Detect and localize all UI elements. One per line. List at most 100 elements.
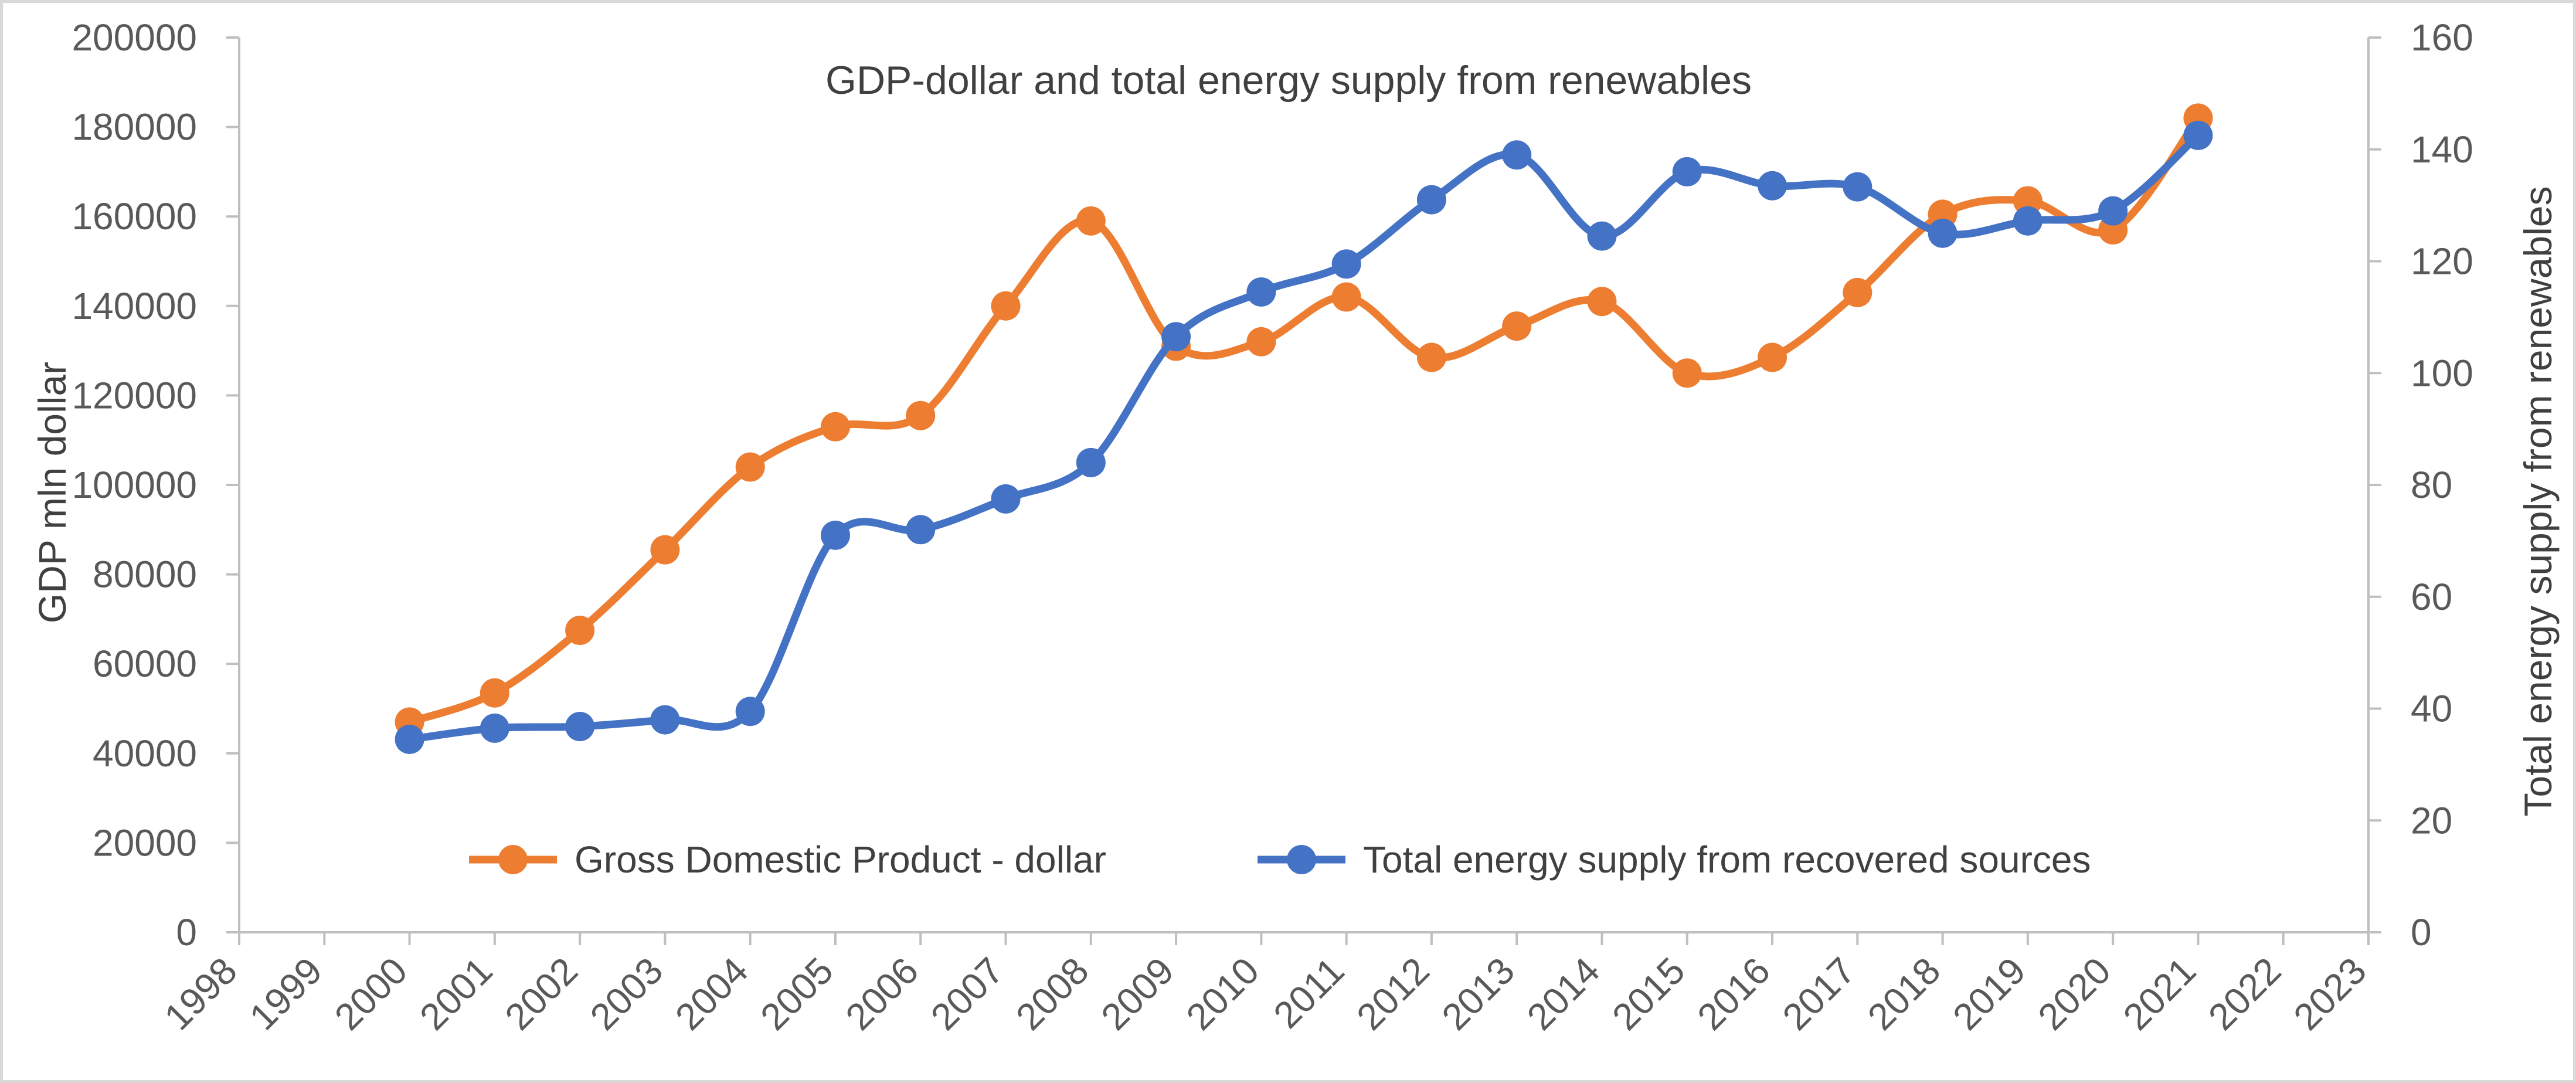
y-right-tick-label: 100: [2411, 352, 2473, 394]
legend-item-energy: Total energy supply from recovered sourc…: [1258, 838, 2091, 881]
x-tick-label: 2021: [2115, 949, 2204, 1038]
data-point-energy: [650, 705, 680, 735]
data-point-gdp: [1672, 358, 1702, 388]
data-point-energy: [906, 515, 936, 545]
series-line-energy: [406, 131, 2202, 743]
data-point-energy: [991, 484, 1021, 514]
data-point-gdp: [1076, 206, 1106, 236]
x-tick-label: 2006: [838, 949, 927, 1038]
data-point-energy: [1928, 218, 1958, 248]
y-right-tick-label: 160: [2411, 16, 2473, 59]
y-left-tick-label: 200000: [72, 16, 197, 59]
data-point-gdp: [1758, 342, 1787, 372]
data-point-gdp: [1416, 342, 1446, 372]
x-tick-label: 2022: [2200, 949, 2289, 1038]
series-layer: [395, 103, 2213, 754]
y-right-tick-label: 20: [2411, 799, 2452, 841]
x-tick-label: 2017: [1775, 949, 1864, 1038]
data-point-gdp: [650, 535, 680, 565]
data-point-energy: [820, 520, 850, 550]
legend-label-gdp: Gross Domestic Product - dollar: [575, 838, 1106, 881]
x-tick-label: 2000: [327, 949, 416, 1038]
x-tick-label: 2003: [582, 949, 671, 1038]
series-line-gdp: [406, 114, 2202, 726]
legend-marker-gdp: [498, 845, 528, 874]
data-point-gdp: [1246, 327, 1276, 357]
data-point-gdp: [565, 615, 595, 645]
legend: Gross Domestic Product - dollar Total en…: [469, 838, 2091, 881]
y-left-tick-label: 100000: [72, 464, 197, 506]
legend-label-energy: Total energy supply from recovered sourc…: [1363, 838, 2091, 881]
series-gdp: [395, 103, 2213, 737]
data-point-energy: [1502, 140, 1532, 170]
data-point-gdp: [1843, 277, 1872, 307]
x-tick-label: 2014: [1519, 949, 1608, 1038]
y-axis-right-title: Total energy supply from renewables: [2516, 186, 2560, 817]
x-tick-label: 2010: [1178, 949, 1267, 1038]
data-point-energy: [480, 713, 509, 743]
legend-item-gdp: Gross Domestic Product - dollar: [469, 838, 1106, 881]
data-point-energy: [1331, 249, 1361, 279]
data-point-energy: [1161, 322, 1191, 352]
data-point-energy: [1246, 277, 1276, 307]
legend-marker-energy: [1287, 845, 1316, 874]
data-point-energy: [2013, 206, 2043, 236]
x-tick-label: 2018: [1860, 949, 1949, 1038]
y-left-tick-label: 140000: [72, 285, 197, 327]
y-left-tick-label: 180000: [72, 106, 197, 148]
data-point-gdp: [906, 400, 936, 430]
x-tick-label: 2019: [1945, 949, 2034, 1038]
data-point-gdp: [1502, 311, 1532, 341]
data-point-energy: [1758, 171, 1787, 201]
data-point-energy: [2183, 120, 2213, 150]
y-left-tick-label: 120000: [72, 374, 197, 416]
data-point-gdp: [1587, 287, 1617, 317]
x-tick-label: 2004: [667, 949, 756, 1038]
data-point-energy: [1843, 172, 1872, 202]
data-point-gdp: [480, 678, 509, 708]
y-right-tick-label: 140: [2411, 128, 2473, 171]
data-point-gdp: [820, 412, 850, 442]
y-left-tick-label: 80000: [93, 554, 197, 596]
y-axis-left-title: GDP mln dollar: [30, 362, 74, 623]
data-point-energy: [2098, 196, 2128, 226]
x-tick-label: 2011: [1265, 949, 1352, 1036]
x-tick-label: 2008: [1008, 949, 1097, 1038]
x-tick-label: 2023: [2285, 949, 2374, 1038]
data-point-energy: [735, 697, 765, 726]
y-left-tick-label: 40000: [93, 732, 197, 775]
y-left-tick-label: 160000: [72, 195, 197, 237]
x-tick-label: 1998: [156, 949, 245, 1038]
y-right-tick-label: 120: [2411, 240, 2473, 283]
data-point-energy: [565, 712, 595, 742]
data-point-gdp: [991, 291, 1021, 321]
data-point-energy: [1672, 157, 1702, 186]
series-energy: [395, 120, 2213, 754]
x-tick-label: 2007: [923, 949, 1012, 1038]
y-right-tick-label: 60: [2411, 576, 2452, 618]
y-left-tick-label: 20000: [93, 821, 197, 864]
data-point-gdp: [2013, 186, 2043, 216]
data-point-gdp: [735, 452, 765, 482]
x-tick-label: 2002: [497, 949, 586, 1038]
x-tick-label: 2015: [1604, 949, 1693, 1038]
chart-title: GDP-dollar and total energy supply from …: [825, 58, 1752, 103]
x-tick-label: 2013: [1434, 949, 1523, 1038]
data-point-energy: [1076, 447, 1106, 477]
x-tick-label: 2001: [412, 949, 501, 1038]
y-left-tick-label: 60000: [93, 643, 197, 685]
x-tick-label: 1999: [242, 949, 331, 1038]
x-tick-label: 2020: [2030, 949, 2119, 1038]
x-tick-label: 2016: [1689, 949, 1778, 1038]
x-tick-label: 2009: [1093, 949, 1182, 1038]
axes: 0 20000 40000 60000 80000 100000 120000 140000 1…: [72, 16, 2473, 1038]
data-point-gdp: [1331, 282, 1361, 312]
x-tick-label: 2005: [752, 949, 841, 1038]
data-point-energy: [1587, 221, 1617, 251]
y-right-tick-label: 40: [2411, 688, 2452, 730]
x-tick-label: 2012: [1348, 949, 1437, 1038]
data-point-energy: [1416, 185, 1446, 215]
y-right-tick-label: 0: [2411, 911, 2432, 953]
